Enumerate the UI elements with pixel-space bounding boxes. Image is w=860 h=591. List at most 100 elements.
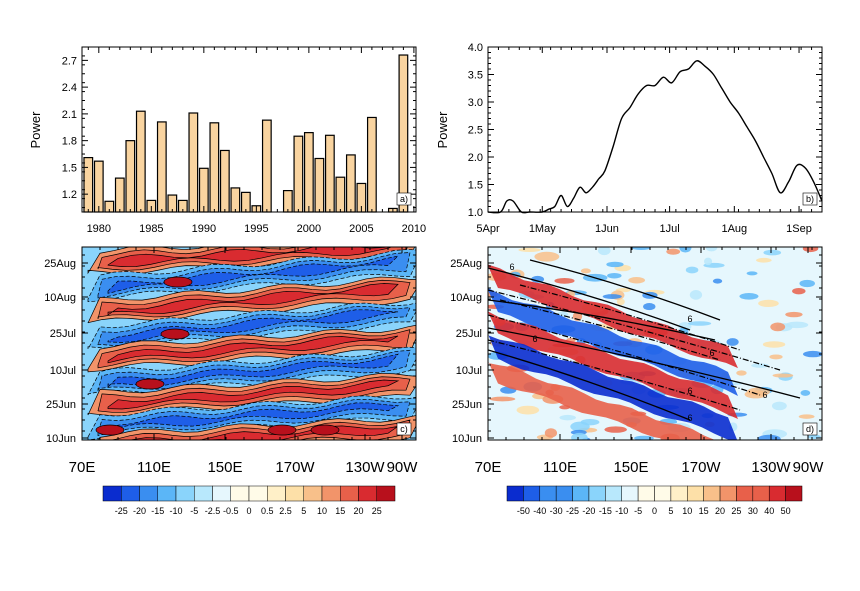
panel-c-core bbox=[160, 328, 190, 340]
colorbar-d-label: -25 bbox=[566, 506, 579, 516]
panel-c-field bbox=[82, 247, 416, 440]
colorbar-d-label: 15 bbox=[699, 506, 709, 516]
colorbar-c-label: -2.5 bbox=[205, 506, 221, 516]
panel-a-ytick-label: 1.2 bbox=[62, 189, 77, 201]
panel-d-ytick-label: 10Jun bbox=[452, 433, 482, 445]
panel-d-speckle bbox=[756, 257, 772, 263]
colorbar-c-swatch bbox=[248, 485, 268, 502]
panel-a-bar-1990 bbox=[198, 167, 209, 213]
panel-b-xtick-label: 1May bbox=[529, 223, 556, 235]
panel-b-ytick-label: 2.5 bbox=[468, 125, 483, 137]
panel-c-band bbox=[107, 283, 399, 316]
panel-b-xtick-label: 5Apr bbox=[476, 223, 500, 235]
panel-d-speckle bbox=[744, 390, 767, 399]
colorbar-d-label: -20 bbox=[582, 506, 595, 516]
panel-c-ytick-label: 10Aug bbox=[44, 292, 76, 304]
colorbar-d-label: -5 bbox=[634, 506, 642, 516]
panel-d-speckle bbox=[606, 261, 624, 268]
panel-d-speckle bbox=[554, 277, 575, 284]
panel-d-speckle bbox=[757, 434, 781, 440]
colorbar-d-label: -10 bbox=[615, 506, 628, 516]
panel-c-band bbox=[107, 379, 400, 410]
panel-a-bar-2009 bbox=[398, 54, 409, 213]
panel-d-contour-label: 6 bbox=[687, 386, 692, 396]
panel-d-speckle bbox=[762, 341, 786, 348]
colorbar-c-swatch bbox=[194, 485, 213, 502]
panel-c-xtick-label: 150E bbox=[207, 459, 242, 476]
colorbar-d-swatch bbox=[588, 485, 606, 502]
panel-c-core bbox=[310, 424, 340, 436]
colorbar-d-label: 10 bbox=[682, 506, 692, 516]
colorbar-c-label: -15 bbox=[151, 506, 164, 516]
panel-d-xtick-label: 90W bbox=[793, 459, 825, 476]
panel-d-xtick-label: 150E bbox=[613, 459, 648, 476]
panel-a-bar-1986 bbox=[156, 121, 167, 213]
colorbar-d-swatch bbox=[523, 485, 541, 502]
colorbar-d-swatch bbox=[555, 485, 573, 502]
panel-a-bar-1991 bbox=[209, 122, 220, 213]
panel-b-ytick-label: 1.0 bbox=[468, 207, 483, 219]
panel-d-band bbox=[488, 311, 738, 419]
panel-d-speckle bbox=[631, 247, 651, 251]
colorbar-c-label: -25 bbox=[115, 506, 128, 516]
colorbar-d-swatch bbox=[736, 485, 754, 502]
panel-b-ytick-label: 4.0 bbox=[468, 42, 483, 54]
panel-a-bar-1989 bbox=[188, 112, 199, 213]
panel-d-speckle bbox=[602, 294, 622, 299]
panel-c-band bbox=[107, 402, 400, 431]
colorbar-d-label: -15 bbox=[599, 506, 612, 516]
colorbar-c-label: -20 bbox=[133, 506, 146, 516]
panel-c-axes: 70E 110E 150E 170W 130W 90W 10Jun 25Jun 10Jul 25J… bbox=[44, 247, 418, 476]
panel-d-speckle bbox=[616, 298, 625, 306]
panel-d-speckle bbox=[597, 247, 611, 256]
panel-d-speckle bbox=[704, 257, 713, 266]
panel-a: 1.2 1.5 1.8 2.1 2.4 2.7 1980 1985 1990 1995 2000 20… bbox=[28, 46, 426, 235]
panel-b-ylabel: Power bbox=[435, 111, 450, 149]
panel-a-xtick-label: 1990 bbox=[192, 223, 216, 235]
panel-d-speckle bbox=[763, 249, 782, 256]
panel-d-speckle bbox=[712, 278, 723, 284]
panel-b-ytick-label: 3.0 bbox=[468, 97, 483, 109]
panel-b-frame bbox=[487, 46, 823, 213]
panel-b-ytick-label: 2.0 bbox=[468, 152, 483, 164]
colorbar-c-swatch bbox=[340, 485, 359, 502]
panel-d-xtick-label: 70E bbox=[475, 459, 502, 476]
panel-d-ytick-label: 25Jun bbox=[452, 399, 482, 411]
panel-b-xtick-label: 1Sep bbox=[786, 223, 812, 235]
panel-a-ytick-label: 1.8 bbox=[62, 136, 77, 148]
panel-c-label: c) bbox=[400, 424, 408, 434]
colorbar-c-swatch bbox=[157, 485, 177, 502]
panel-c-band bbox=[107, 309, 399, 343]
panel-d-speckle bbox=[758, 299, 779, 308]
panel-d-speckle bbox=[802, 247, 819, 253]
panel-d-band bbox=[488, 264, 738, 369]
colorbar-c-swatch bbox=[303, 485, 323, 502]
panel-a-bar-1999 bbox=[293, 135, 304, 213]
panel-b-ytick-label: 3.5 bbox=[468, 70, 483, 82]
panel-d-speckle bbox=[772, 373, 794, 378]
panel-a-bar-2004 bbox=[345, 154, 356, 213]
panel-a-bar-1998 bbox=[282, 189, 293, 213]
colorbar-d-label: 30 bbox=[748, 506, 758, 516]
panel-d-speckle bbox=[685, 266, 699, 274]
panel-d-label: d) bbox=[806, 424, 814, 434]
panel-c-ytick-label: 10Jun bbox=[46, 433, 76, 445]
panel-a-xtick-label: 2005 bbox=[349, 223, 373, 235]
panel-d-speckle bbox=[739, 293, 759, 300]
panel-a-bar-1982 bbox=[114, 177, 125, 213]
colorbar-c-swatch bbox=[230, 485, 250, 502]
colorbar-c-label: -10 bbox=[169, 506, 182, 516]
colorbar-d-swatch bbox=[670, 485, 688, 502]
panel-b-label-box bbox=[802, 192, 818, 206]
panel-d-speckle bbox=[751, 363, 769, 368]
panel-a-bar-1984 bbox=[135, 110, 146, 213]
colorbar-c-swatch bbox=[376, 485, 396, 502]
panel-a-label: a) bbox=[400, 194, 408, 204]
colorbar-d-swatch bbox=[719, 485, 737, 502]
panel-a-bar-2000 bbox=[303, 132, 314, 213]
panel-b: 1.0 1.5 2.0 2.5 3.0 3.5 4.0 5Apr 1May 1Jun 1Jul 1Au… bbox=[435, 42, 823, 235]
panel-c-xtick-label: 170W bbox=[275, 459, 315, 476]
panel-d-speckle bbox=[771, 401, 787, 411]
colorbar-c-label: -5 bbox=[190, 506, 198, 516]
